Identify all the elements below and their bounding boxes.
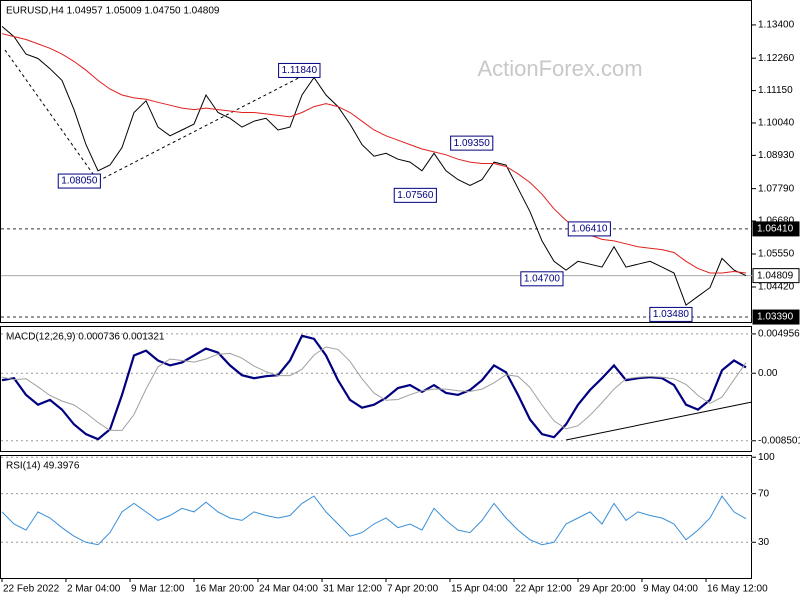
level-box — [752, 309, 800, 325]
trend-line — [4, 49, 99, 182]
x-tick-label: 2 Mar 04:00 — [67, 584, 121, 595]
y-tick-label: 1.04420 — [758, 282, 795, 293]
callout-box — [520, 271, 564, 287]
callout-label: 1.11840 — [282, 65, 318, 76]
series-line — [1, 26, 747, 306]
callout-label: 1.09350 — [454, 138, 491, 149]
trend-line — [97, 67, 319, 182]
callout-box — [649, 306, 693, 322]
x-tick-label: 16 Mar 20:00 — [195, 584, 254, 595]
y-tick-label: 0.00 — [758, 368, 778, 379]
x-tick-label: 29 Apr 20:00 — [579, 584, 636, 595]
callout-label: 1.06410 — [571, 224, 608, 235]
y-tick-label: 1.05550 — [758, 249, 795, 260]
price-pane — [0, 0, 752, 323]
x-tick-label: 15 Apr 04:00 — [451, 584, 508, 595]
callout-box — [57, 173, 101, 189]
x-tick-label: 31 Mar 12:00 — [323, 584, 382, 595]
x-tick-label: 24 Mar 04:00 — [259, 584, 318, 595]
series-line — [1, 33, 747, 274]
pane-title: MACD(12,26,9) 0.000736 0.001321 — [6, 332, 165, 343]
callout-box — [393, 187, 437, 203]
x-tick-label: 9 Mar 12:00 — [131, 584, 185, 595]
callout-label: 1.07560 — [397, 190, 434, 201]
series-line — [1, 495, 747, 546]
y-tick-label: 1.12260 — [758, 53, 795, 64]
pane-title: EURUSD,H4 1.04957 1.05009 1.04750 1.0480… — [6, 6, 220, 17]
y-tick-label: 1.08930 — [758, 150, 795, 161]
callout-box — [450, 135, 494, 151]
y-tick-label: 1.10040 — [758, 118, 795, 129]
x-tick-label: 9 May 04:00 — [643, 584, 698, 595]
y-tick-label: 70 — [758, 488, 770, 499]
macd-pane — [0, 326, 752, 452]
level-label: 1.06410 — [757, 224, 794, 235]
rsi-pane — [0, 455, 752, 579]
callout-box — [567, 221, 611, 237]
callout-label: 1.08050 — [61, 176, 98, 187]
callout-label: 1.03480 — [653, 309, 690, 320]
y-tick-label: 1.11150 — [758, 85, 793, 96]
pane-title: RSI(14) 49.3976 — [6, 461, 80, 472]
series-line — [1, 346, 747, 431]
y-tick-label: -0.008501 — [758, 435, 800, 446]
level-box — [752, 221, 800, 237]
y-tick-label: 100 — [758, 452, 775, 463]
watermark: ActionForex.com — [477, 56, 642, 81]
series-line — [1, 334, 747, 441]
x-tick-label: 7 Apr 20:00 — [387, 584, 439, 595]
x-tick-label: 16 May 12:00 — [707, 584, 768, 595]
x-tick-label: 22 Apr 12:00 — [515, 584, 572, 595]
y-tick-label: 30 — [758, 537, 770, 548]
macd-trend-line — [565, 401, 753, 441]
level-label: 1.03390 — [757, 312, 794, 323]
level-box — [752, 268, 800, 284]
callout-box — [278, 62, 321, 78]
callout-label: 1.04700 — [524, 273, 561, 284]
x-tick-label: 22 Feb 2022 — [3, 584, 60, 595]
y-tick-label: 1.06680 — [758, 216, 795, 227]
y-tick-label: 1.13400 — [758, 20, 795, 31]
level-label: 1.04809 — [757, 270, 794, 281]
y-tick-label: 1.07790 — [758, 183, 795, 194]
y-tick-label: 0.004956 — [758, 329, 800, 340]
